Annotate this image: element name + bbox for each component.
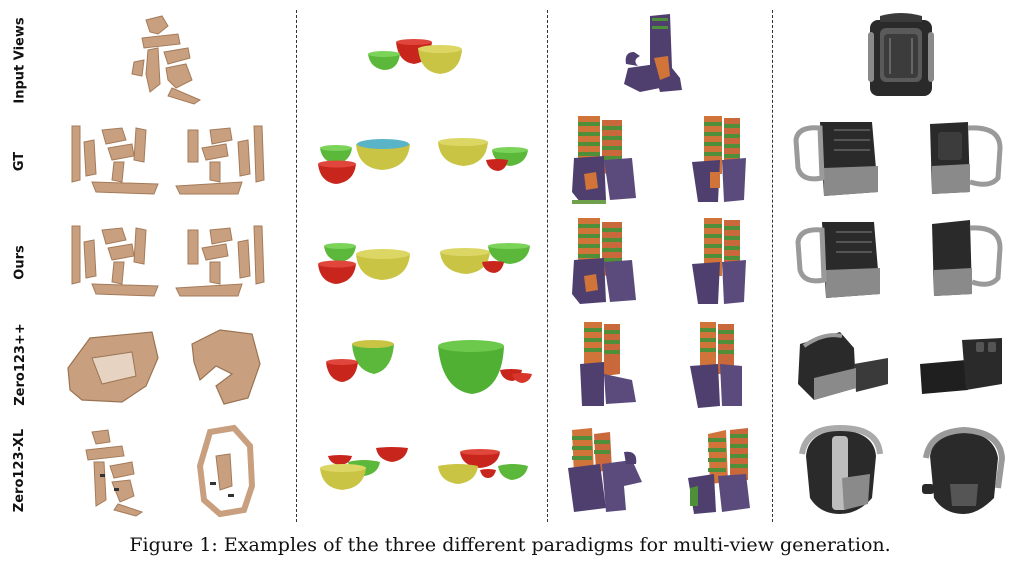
input-view-backpack-image [868,13,934,96]
zero123xl-view-boots-image [688,428,750,514]
column-divider [772,10,773,522]
ours-view-bowls-image [318,243,410,284]
zero123xl-view-boots-image [568,428,642,512]
zero123pp-view-bowls-image [438,340,532,394]
ours-view-bowls-image [440,243,530,274]
zero123pp-view-backpack-image [798,332,888,400]
row-label-zero123pp: Zero123++ [12,322,28,406]
zero123pp-view-calligraphy-image [67,331,159,403]
figure-caption: Figure 1: Examples of the three differen… [129,534,891,556]
zero123xl-view-bowls-image [320,447,408,490]
zero123pp-view-calligraphy-image [191,329,261,405]
gt-view-backpack-image [930,122,1003,194]
column-divider [296,10,297,522]
gt-view-boots-image [572,116,636,204]
zero123xl-view-backpack-image [799,424,883,514]
zero123xl-view-backpack-image [922,426,1006,514]
gt-view-calligraphy-image [71,125,159,195]
zero123pp-view-backpack-image [920,338,1002,394]
zero123xl-view-calligraphy-image [85,429,144,517]
ours-view-calligraphy-image [175,225,265,297]
gt-view-bowls-image [438,138,528,171]
ours-view-boots-image [692,218,746,304]
ours-view-backpack-image [795,222,880,298]
input-view-bowls-image [368,39,462,74]
row-label-input-views: Input Views [12,16,28,104]
row-label-ours: Ours [12,244,28,280]
row-label-zero123xl: Zero123-XL [12,428,28,512]
input-view-calligraphy-image [131,15,202,105]
zero123pp-view-bowls-image [326,340,394,382]
zero123pp-view-boots-image [690,322,742,408]
zero123xl-view-calligraphy-image [196,424,256,518]
ours-view-boots-image [572,218,636,304]
column-divider [547,10,548,522]
row-label-gt: GT [12,151,28,171]
gt-view-boots-image [692,116,746,202]
ours-view-backpack-image [932,220,1003,296]
input-view-boots-image [624,14,682,92]
gt-view-calligraphy-image [175,125,265,195]
zero123pp-view-boots-image [580,322,636,406]
gt-view-backpack-image [793,122,878,196]
ours-view-calligraphy-image [71,225,159,297]
gt-view-bowls-image [318,139,410,184]
zero123xl-view-bowls-image [438,449,528,484]
